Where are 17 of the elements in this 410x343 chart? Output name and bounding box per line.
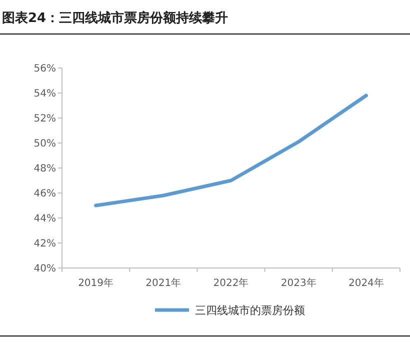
legend-label: 三四线城市的票房份额 — [195, 304, 305, 317]
x-tick-label: 2024年 — [348, 277, 384, 289]
title: 图表24：三四线城市票房份额持续攀升 — [2, 11, 228, 26]
x-tick-label: 2023年 — [280, 277, 316, 289]
x-tick-label: 2019年 — [78, 277, 114, 289]
y-tick-label: 48% — [34, 164, 56, 174]
y-tick-label: 40% — [34, 264, 56, 274]
y-tick-label: 54% — [34, 88, 56, 100]
y-tick-label: 46% — [34, 188, 56, 200]
x-tick-label: 2021年 — [146, 277, 182, 289]
y-tick-label: 56% — [34, 64, 56, 74]
y-tick-label: 42% — [34, 238, 56, 250]
y-tick-label: 50% — [34, 138, 56, 150]
x-tick-label: 2022年 — [213, 277, 249, 289]
y-tick-label: 52% — [34, 114, 56, 124]
y-tick-label: 44% — [34, 214, 56, 224]
legend: 三四线城市的票房份额 — [155, 304, 305, 317]
